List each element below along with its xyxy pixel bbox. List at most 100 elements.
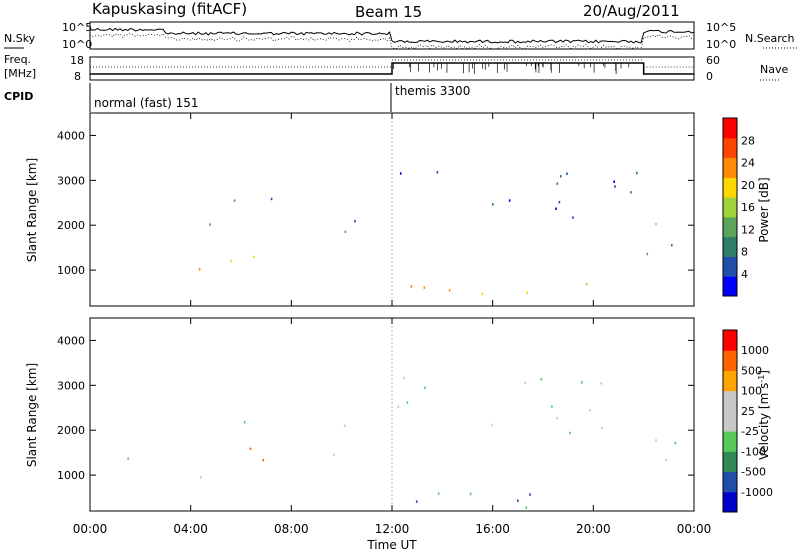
nave-trace bbox=[90, 59, 694, 68]
heatmap-cell bbox=[209, 223, 211, 226]
heatmap-cell bbox=[551, 405, 553, 408]
noise-panel-frame bbox=[89, 21, 695, 50]
colorbar-swatch bbox=[723, 118, 737, 139]
colorbar-tick-label: 100 bbox=[741, 385, 762, 398]
power-colorbar-label: Power [dB] bbox=[757, 177, 771, 242]
colorbar-swatch bbox=[723, 370, 737, 392]
x-tick-label: 20:00 bbox=[576, 522, 611, 536]
heatmap-cell bbox=[436, 171, 439, 174]
heatmap-cell bbox=[569, 431, 571, 435]
colorbar-swatch bbox=[723, 350, 737, 371]
colorbar-tick-label: 12 bbox=[741, 223, 755, 236]
colorbar-swatch bbox=[723, 236, 737, 257]
nave-label: Nave bbox=[760, 63, 788, 76]
heatmap-cell bbox=[344, 230, 347, 234]
cpid-segment-1: normal (fast) 151 bbox=[94, 96, 198, 110]
heatmap-cell bbox=[410, 285, 413, 288]
heatmap-cell bbox=[540, 378, 543, 381]
colorbar-swatch bbox=[723, 197, 737, 218]
freq-unit-label: [MHz] bbox=[4, 67, 36, 80]
noise-right-tick-hi: 10^5 bbox=[706, 21, 736, 34]
heatmap-cell bbox=[526, 291, 529, 294]
colorbar-frame bbox=[722, 329, 738, 513]
colorbar-tick-label: 28 bbox=[741, 134, 755, 147]
power-heatmap-cells bbox=[198, 171, 673, 296]
heatmap-cell bbox=[437, 492, 440, 495]
heatmap-cell bbox=[492, 203, 494, 206]
colorbar-swatch bbox=[723, 137, 737, 159]
heatmap-cell bbox=[674, 441, 677, 445]
heatmap-cell bbox=[566, 172, 568, 175]
y-tick-label: 2000 bbox=[57, 219, 85, 232]
noise-sky-label: N.Sky bbox=[4, 32, 36, 45]
colorbar-swatch bbox=[723, 256, 737, 277]
heatmap-cell bbox=[200, 476, 202, 479]
heatmap-cell bbox=[665, 458, 668, 462]
heatmap-cell bbox=[560, 175, 562, 178]
x-tick-label: 12:00 bbox=[375, 522, 410, 536]
heatmap-cell bbox=[481, 292, 484, 296]
heatmap-cell bbox=[262, 458, 265, 462]
x-tick-label: 00:00 bbox=[73, 522, 108, 536]
power-y-axis: 1000 2000 3000 4000 bbox=[57, 113, 694, 306]
heatmap-cell bbox=[249, 447, 252, 451]
heatmap-cell bbox=[343, 424, 346, 427]
heatmap-cell bbox=[636, 171, 638, 175]
freq-label: Freq. bbox=[4, 53, 31, 66]
heatmap-cell bbox=[198, 268, 201, 271]
heatmap-cell bbox=[655, 223, 657, 226]
colorbar-swatch bbox=[723, 410, 737, 432]
colorbar-tick-label: -25 bbox=[741, 425, 759, 438]
y-tick-label: 1000 bbox=[57, 469, 85, 482]
colorbar-tick-label: 16 bbox=[741, 201, 755, 214]
freq-tick-8: 8 bbox=[74, 70, 81, 83]
date-title: 20/Aug/2011 bbox=[583, 2, 680, 20]
y-tick-label: 3000 bbox=[57, 379, 85, 392]
heatmap-cell bbox=[270, 197, 273, 201]
colorbar-swatch bbox=[723, 491, 737, 513]
nave-tick-0: 0 bbox=[706, 70, 713, 83]
heatmap-cell bbox=[646, 252, 649, 256]
noise-right-tick-lo: 10^0 bbox=[706, 38, 736, 51]
colorbar-swatch bbox=[723, 177, 737, 198]
colorbar-swatch bbox=[723, 451, 737, 473]
noise-search-label: N.Search bbox=[745, 32, 795, 45]
cpid-segment-2: themis 3300 bbox=[395, 84, 470, 98]
velocity-colorbar-label: Velocity [m s-1] bbox=[757, 370, 771, 460]
heatmap-cell bbox=[614, 185, 616, 188]
heatmap-cell bbox=[517, 499, 519, 502]
heatmap-cell bbox=[556, 417, 559, 420]
beam-title: Beam 15 bbox=[355, 3, 422, 21]
power-ylabel: Slant Range [km] bbox=[25, 158, 39, 262]
heatmap-cell bbox=[253, 255, 255, 258]
cpid-label: CPID bbox=[4, 90, 33, 103]
nave-tick-60: 60 bbox=[706, 54, 720, 67]
frequency-trace bbox=[90, 62, 694, 75]
station-title: Kapuskasing (fitACF) bbox=[92, 0, 247, 18]
nave-spikes bbox=[393, 63, 630, 74]
heatmap-cell bbox=[508, 199, 511, 202]
heatmap-cell bbox=[127, 457, 129, 460]
colorbar-tick-label: -100 bbox=[741, 445, 766, 458]
heatmap-cell bbox=[415, 500, 418, 503]
x-tick-label: 00:00 bbox=[677, 522, 712, 536]
noise-left-tick-hi: 10^5 bbox=[62, 21, 92, 34]
x-tick-label: 04:00 bbox=[173, 522, 208, 536]
heatmap-cell bbox=[399, 172, 402, 175]
heatmap-cell bbox=[448, 289, 451, 292]
heatmap-cell bbox=[600, 382, 602, 385]
heatmap-cell bbox=[524, 381, 527, 384]
heatmap-cell bbox=[397, 405, 400, 408]
colorbar-swatch bbox=[723, 216, 737, 238]
heatmap-cell bbox=[613, 180, 615, 183]
heatmap-cell bbox=[403, 376, 405, 380]
y-tick-label: 2000 bbox=[57, 424, 85, 437]
heatmap-cell bbox=[491, 423, 494, 427]
xlabel: Time UT bbox=[366, 538, 417, 552]
colorbar-tick-label: -500 bbox=[741, 466, 766, 479]
heatmap-cell bbox=[529, 493, 531, 496]
heatmap-cell bbox=[671, 244, 673, 247]
noise-left-tick-lo: 10^0 bbox=[62, 38, 92, 51]
x-tick-label: 08:00 bbox=[274, 522, 309, 536]
